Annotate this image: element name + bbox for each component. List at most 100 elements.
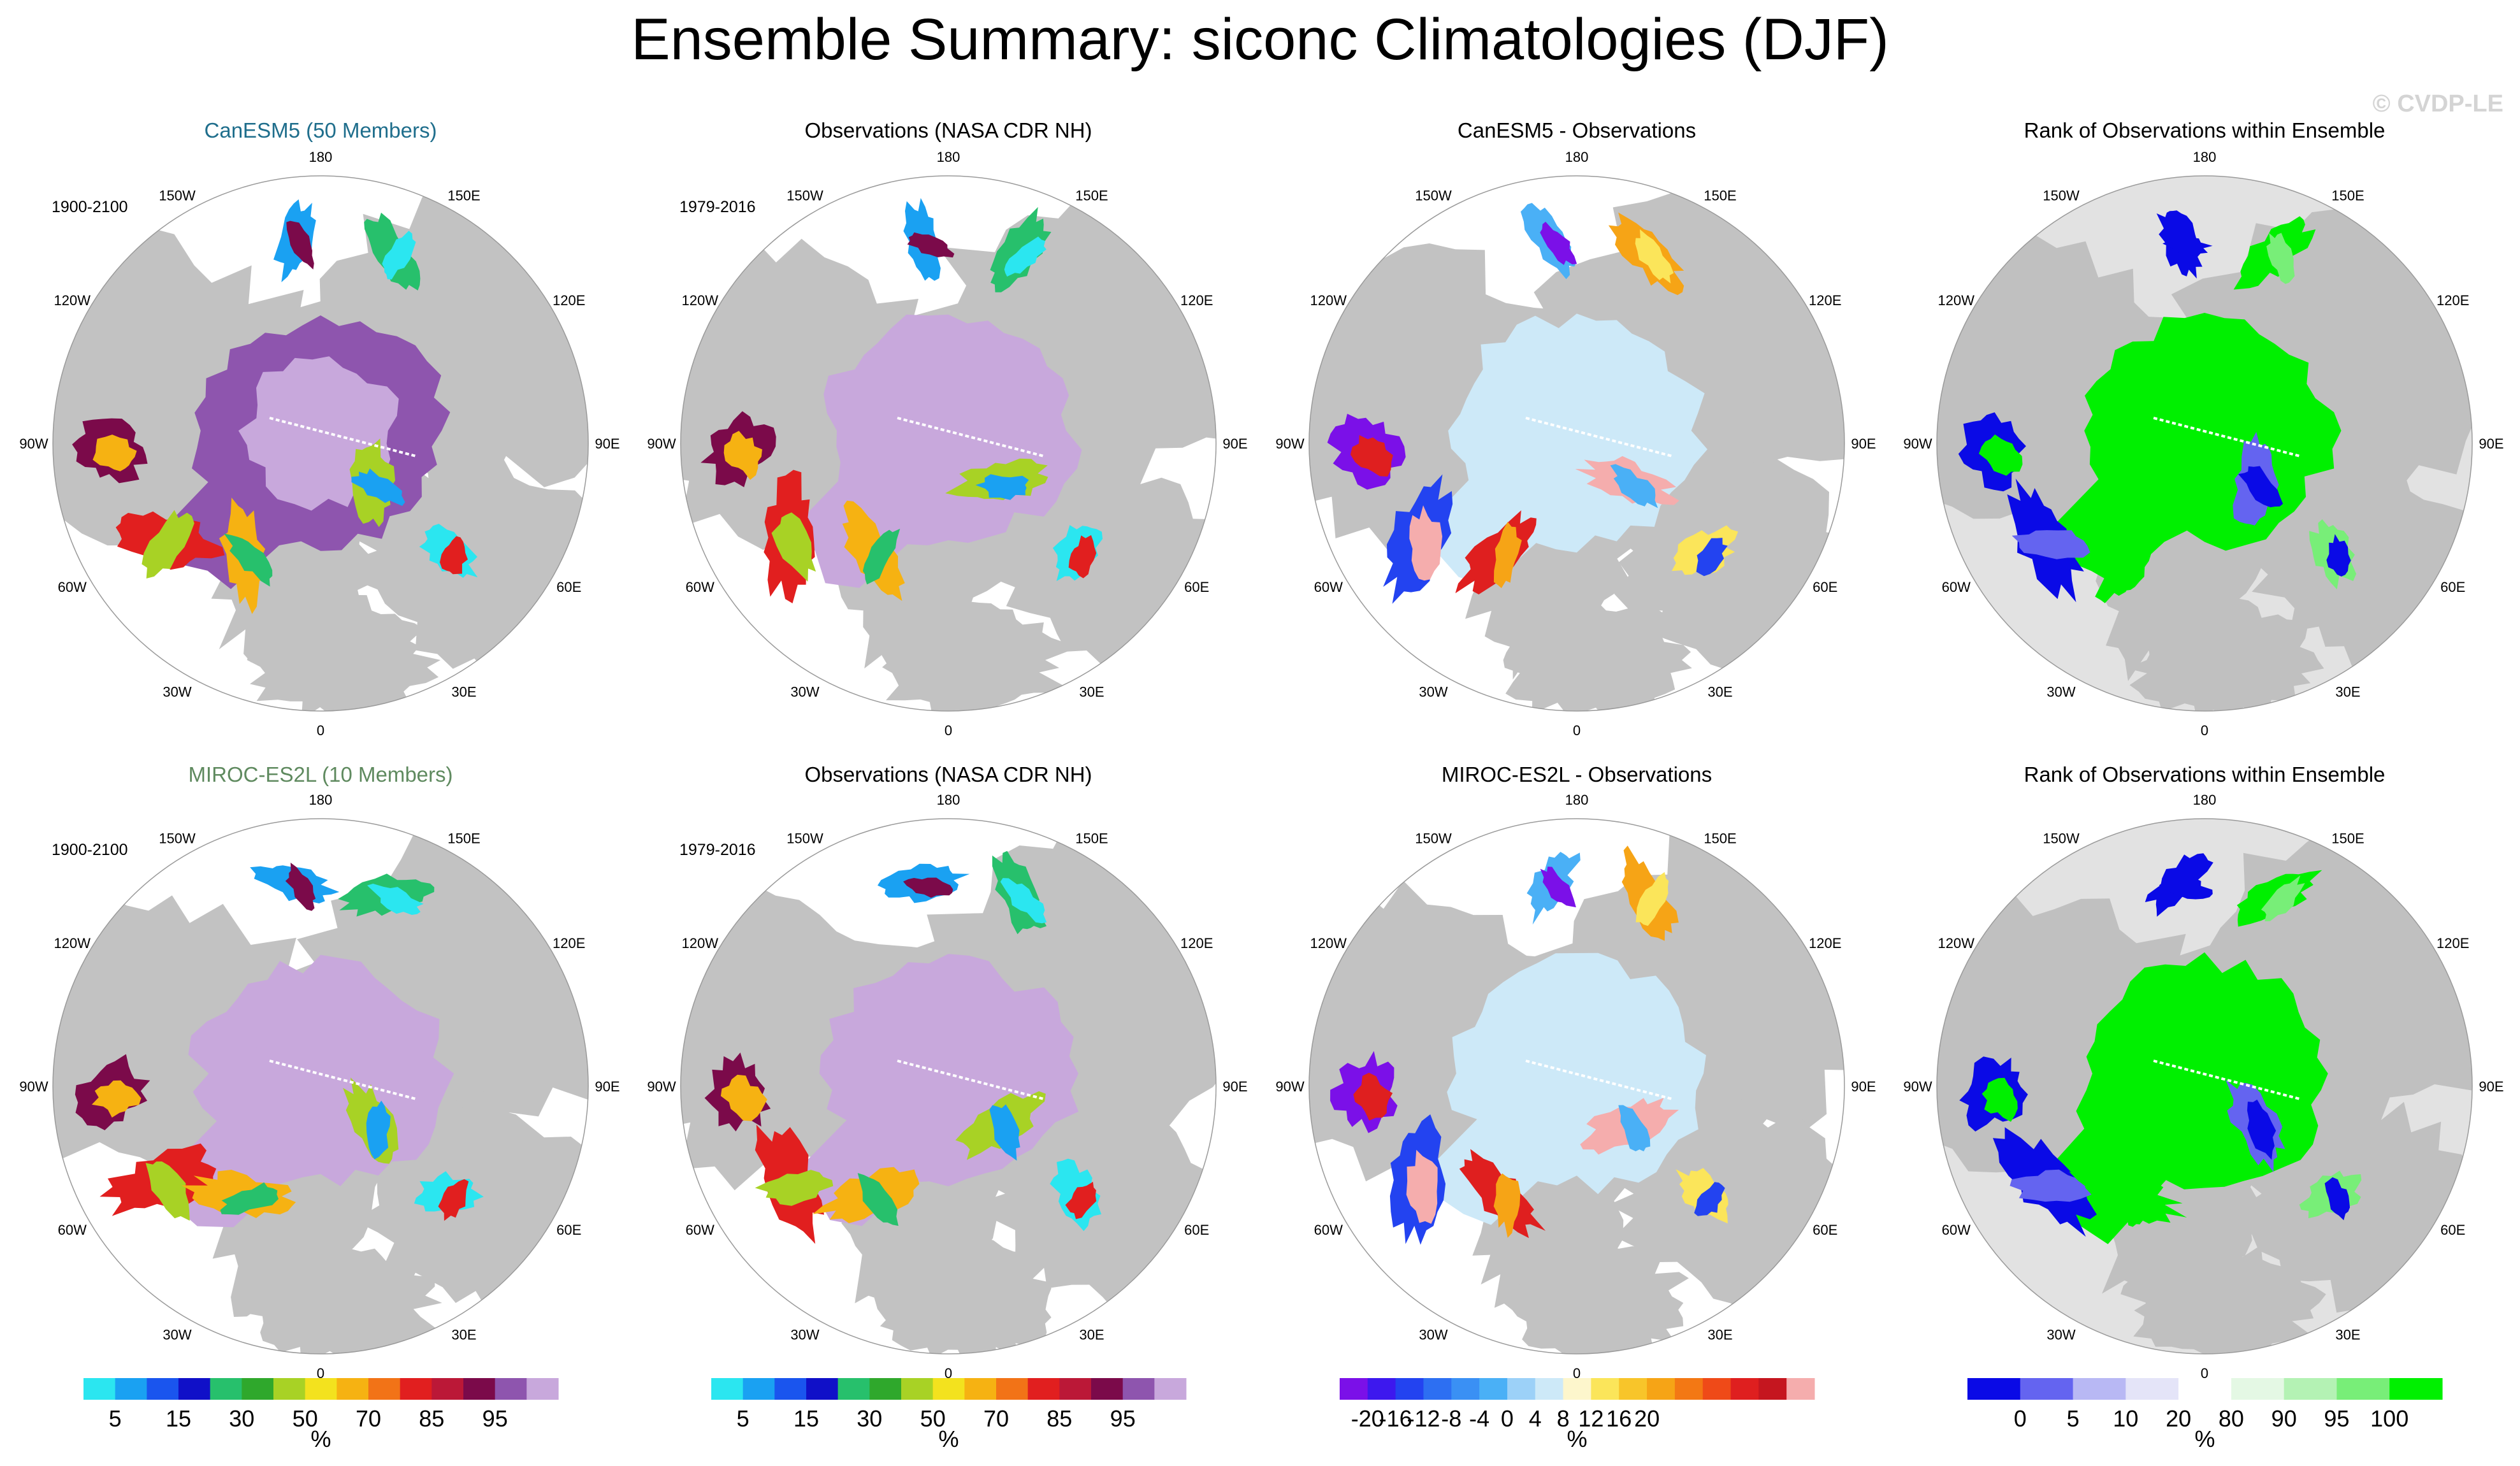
ice-edge-region bbox=[1694, 1182, 1725, 1216]
ice-edge-region bbox=[1350, 435, 1393, 477]
ice-edge-region bbox=[2247, 1099, 2277, 1160]
longitude-label: 150W bbox=[159, 187, 196, 203]
colorbar-tick-label: 30 bbox=[229, 1405, 254, 1432]
longitude-label: 120E bbox=[553, 292, 585, 308]
ice-edge-region bbox=[1635, 229, 1674, 284]
colorbar-tick-label: 10 bbox=[2113, 1405, 2138, 1432]
colorbar-tick-label: -16 bbox=[1379, 1405, 1412, 1432]
ice-edge-region bbox=[903, 877, 953, 898]
colorbar-tick-label: 70 bbox=[983, 1405, 1009, 1432]
panel-title: Observations (NASA CDR NH) bbox=[804, 763, 1092, 786]
colorbar-swatch bbox=[526, 1378, 559, 1400]
colorbar-tick-label: 15 bbox=[166, 1405, 191, 1432]
ice-edge-region bbox=[1065, 1181, 1097, 1219]
colorbar-swatch bbox=[932, 1378, 965, 1400]
figure-title: Ensemble Summary: siconc Climatologies (… bbox=[631, 7, 1889, 72]
colorbar-swatch bbox=[2231, 1378, 2285, 1400]
ice-edge-region bbox=[2266, 233, 2295, 284]
colorbar-swatch bbox=[1535, 1378, 1564, 1400]
colorbar-swatch bbox=[964, 1378, 997, 1400]
ice-edge-region bbox=[1004, 236, 1046, 277]
longitude-label: 150E bbox=[1075, 830, 1108, 846]
colorbar-tick-label: 95 bbox=[482, 1405, 508, 1432]
land-mass bbox=[1501, 598, 1692, 711]
ice-edge-region bbox=[382, 231, 416, 280]
ice-edge-region bbox=[438, 1179, 469, 1221]
longitude-label: 60E bbox=[2440, 579, 2465, 595]
longitude-label: 90E bbox=[1222, 436, 1247, 452]
colorbar-swatch bbox=[337, 1378, 369, 1400]
longitude-label: 60W bbox=[58, 1222, 87, 1238]
longitude-label: 60E bbox=[1184, 1222, 1209, 1238]
longitude-label: 120E bbox=[1809, 292, 1841, 308]
longitude-label: 30W bbox=[2046, 684, 2075, 700]
colorbar-swatch bbox=[115, 1378, 147, 1400]
map-boundary bbox=[1936, 175, 2473, 712]
longitude-label: 150E bbox=[447, 830, 480, 846]
longitude-label: 0 bbox=[945, 1365, 952, 1381]
colorbar-swatch bbox=[1647, 1378, 1676, 1400]
ice-edge-region bbox=[92, 1080, 141, 1118]
colorbar-tick-label: -8 bbox=[1441, 1405, 1461, 1432]
longitude-label: 30E bbox=[1079, 684, 1104, 700]
longitude-label: 90W bbox=[1275, 1079, 1304, 1095]
colorbar-swatch bbox=[1674, 1378, 1704, 1400]
ice-edge-region bbox=[1493, 1173, 1521, 1238]
colorbar-swatch bbox=[1479, 1378, 1508, 1400]
colorbar-swatch bbox=[1730, 1378, 1759, 1400]
colorbar-swatch bbox=[1563, 1378, 1591, 1400]
polar-map-panel: 180 150E 120E 90E 60E 30E 0 30W 60W 90W 120W 150W bbox=[1275, 792, 1876, 1381]
colorbar-tick-label: 50 bbox=[293, 1405, 318, 1432]
ice-edge-region bbox=[440, 536, 468, 575]
longitude-label: 150W bbox=[786, 830, 823, 846]
longitude-label: 30W bbox=[1419, 684, 1447, 700]
colorbar-swatch bbox=[178, 1378, 211, 1400]
longitude-label: 60W bbox=[1942, 579, 1971, 595]
colorbar: 0 5 10 20 80 90 95 100% bbox=[1967, 1378, 2443, 1452]
map-boundary bbox=[52, 818, 589, 1355]
polar-map-panel: 180 150E 120E 90E 60E 30E 0 30W 60W 90W 120W 150W bbox=[647, 149, 1247, 738]
period-label: 1900-2100 bbox=[52, 841, 128, 859]
ice-edge-region bbox=[2011, 530, 2090, 559]
map-boundary bbox=[680, 818, 1217, 1355]
longitude-label: 120W bbox=[1938, 935, 1975, 951]
ice-edge-region bbox=[907, 232, 955, 258]
colorbar-tick-label: -20 bbox=[1351, 1405, 1384, 1432]
ice-edge-region bbox=[2159, 876, 2213, 900]
longitude-label: 150E bbox=[1075, 187, 1108, 203]
colorbar-tick-label: 5 bbox=[109, 1405, 122, 1432]
ice-edge-region bbox=[755, 1170, 834, 1206]
colorbar-swatch bbox=[837, 1378, 870, 1400]
longitude-label: 180 bbox=[937, 792, 960, 808]
colorbar-tick-label: 70 bbox=[356, 1405, 381, 1432]
longitude-label: 120W bbox=[682, 292, 719, 308]
longitude-label: 120E bbox=[1809, 935, 1841, 951]
ice-edge-region bbox=[285, 863, 316, 911]
longitude-label: 60W bbox=[58, 579, 87, 595]
colorbar-unit: % bbox=[938, 1426, 959, 1452]
longitude-label: 120W bbox=[1938, 292, 1975, 308]
longitude-label: 120E bbox=[1180, 935, 1213, 951]
longitude-label: 120W bbox=[1310, 292, 1347, 308]
longitude-label: 90W bbox=[1275, 436, 1304, 452]
colorbar-swatch bbox=[996, 1378, 1029, 1400]
longitude-label: 0 bbox=[945, 722, 952, 738]
longitude-label: 180 bbox=[2193, 149, 2217, 165]
colorbar-swatch bbox=[210, 1378, 242, 1400]
longitude-label: 30E bbox=[1707, 684, 1732, 700]
colorbar-tick-label: 95 bbox=[2324, 1405, 2349, 1432]
longitude-label: 30E bbox=[2335, 1327, 2360, 1343]
longitude-label: 180 bbox=[309, 149, 333, 165]
longitude-label: 0 bbox=[1573, 1365, 1581, 1381]
colorbar-swatch bbox=[1091, 1378, 1124, 1400]
longitude-label: 120W bbox=[682, 935, 719, 951]
ice-edge-region bbox=[1493, 522, 1522, 589]
colorbar-swatch bbox=[2336, 1378, 2390, 1400]
colorbar-swatch bbox=[1758, 1378, 1787, 1400]
longitude-label: 90E bbox=[1851, 436, 1876, 452]
longitude-label: 30W bbox=[163, 1327, 191, 1343]
ice-edge-region bbox=[2326, 534, 2351, 577]
colorbar-unit: % bbox=[2194, 1426, 2215, 1452]
ice-edge-region bbox=[1540, 866, 1576, 908]
colorbar-swatch bbox=[2389, 1378, 2443, 1400]
